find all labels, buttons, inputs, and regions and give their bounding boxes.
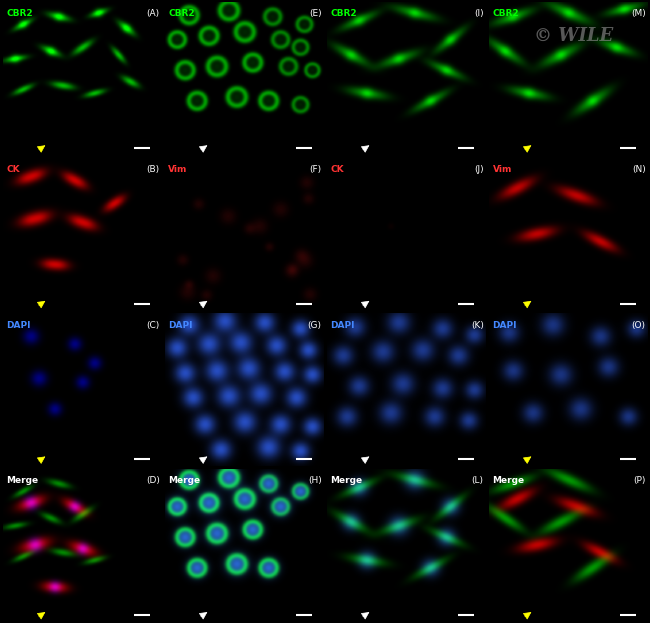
Text: (L): (L): [472, 476, 484, 485]
Text: (K): (K): [471, 321, 484, 330]
Text: (M): (M): [631, 9, 645, 19]
Text: Merge: Merge: [330, 476, 363, 485]
Text: (F): (F): [309, 165, 322, 174]
Text: CBR2: CBR2: [330, 9, 357, 19]
Text: DAPI: DAPI: [6, 321, 31, 330]
Text: (A): (A): [146, 9, 160, 19]
Text: (C): (C): [146, 321, 160, 330]
Text: (D): (D): [146, 476, 160, 485]
Text: (J): (J): [474, 165, 484, 174]
Text: (G): (G): [307, 321, 322, 330]
Text: Merge: Merge: [493, 476, 525, 485]
Text: (I): (I): [474, 9, 484, 19]
Text: CBR2: CBR2: [6, 9, 33, 19]
Text: Vim: Vim: [168, 165, 188, 174]
Text: (P): (P): [633, 476, 645, 485]
Text: (E): (E): [309, 9, 322, 19]
Text: DAPI: DAPI: [168, 321, 193, 330]
Text: (N): (N): [632, 165, 645, 174]
Text: Vim: Vim: [493, 165, 512, 174]
Text: CBR2: CBR2: [493, 9, 519, 19]
Text: CK: CK: [6, 165, 20, 174]
Text: DAPI: DAPI: [493, 321, 517, 330]
Text: (H): (H): [308, 476, 322, 485]
Text: Merge: Merge: [6, 476, 38, 485]
Text: Merge: Merge: [168, 476, 201, 485]
Text: CBR2: CBR2: [168, 9, 195, 19]
Text: © WILE: © WILE: [534, 26, 613, 44]
Text: (O): (O): [632, 321, 645, 330]
Text: DAPI: DAPI: [330, 321, 355, 330]
Text: (B): (B): [146, 165, 160, 174]
Text: CK: CK: [330, 165, 344, 174]
